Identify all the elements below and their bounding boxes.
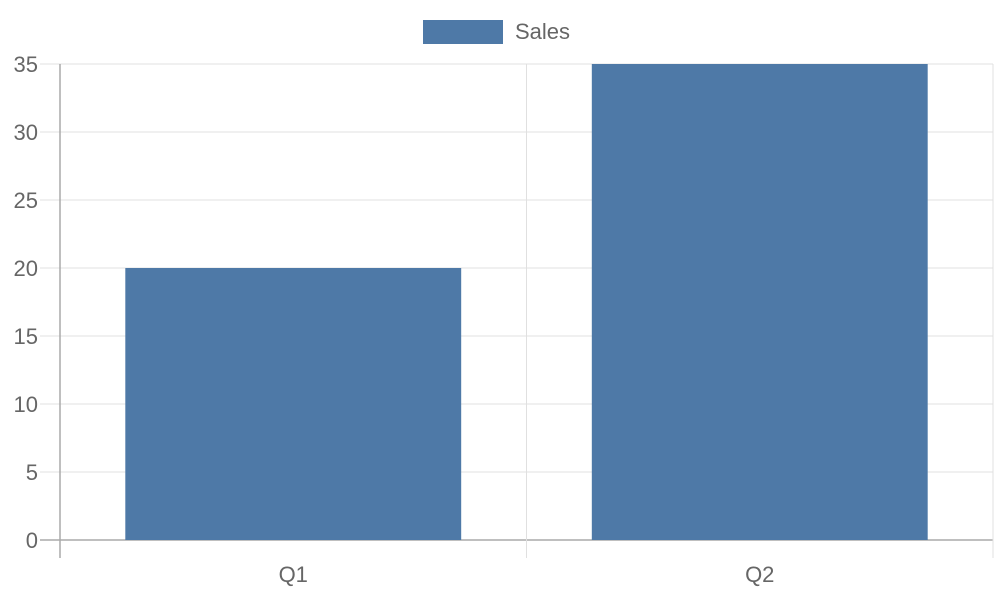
y-tick-label: 15 xyxy=(14,324,38,349)
x-tick-label: Q2 xyxy=(745,562,774,587)
y-tick-label: 0 xyxy=(26,528,38,553)
bar-q2[interactable] xyxy=(591,64,928,540)
y-tick-label: 5 xyxy=(26,460,38,485)
y-tick-label: 30 xyxy=(14,120,38,145)
y-tick-label: 25 xyxy=(14,188,38,213)
legend[interactable]: Sales xyxy=(423,19,570,44)
y-tick-label: 20 xyxy=(14,256,38,281)
x-tick-label: Q1 xyxy=(279,562,308,587)
bar-q1[interactable] xyxy=(125,268,462,540)
bars xyxy=(125,64,928,540)
y-tick-label: 35 xyxy=(14,52,38,77)
axes: 0 5 10 15 20 25 30 35 Q1 Q2 xyxy=(14,52,775,587)
legend-swatch-sales xyxy=(423,20,503,44)
legend-label-sales: Sales xyxy=(515,19,570,44)
y-tick-label: 10 xyxy=(14,392,38,417)
